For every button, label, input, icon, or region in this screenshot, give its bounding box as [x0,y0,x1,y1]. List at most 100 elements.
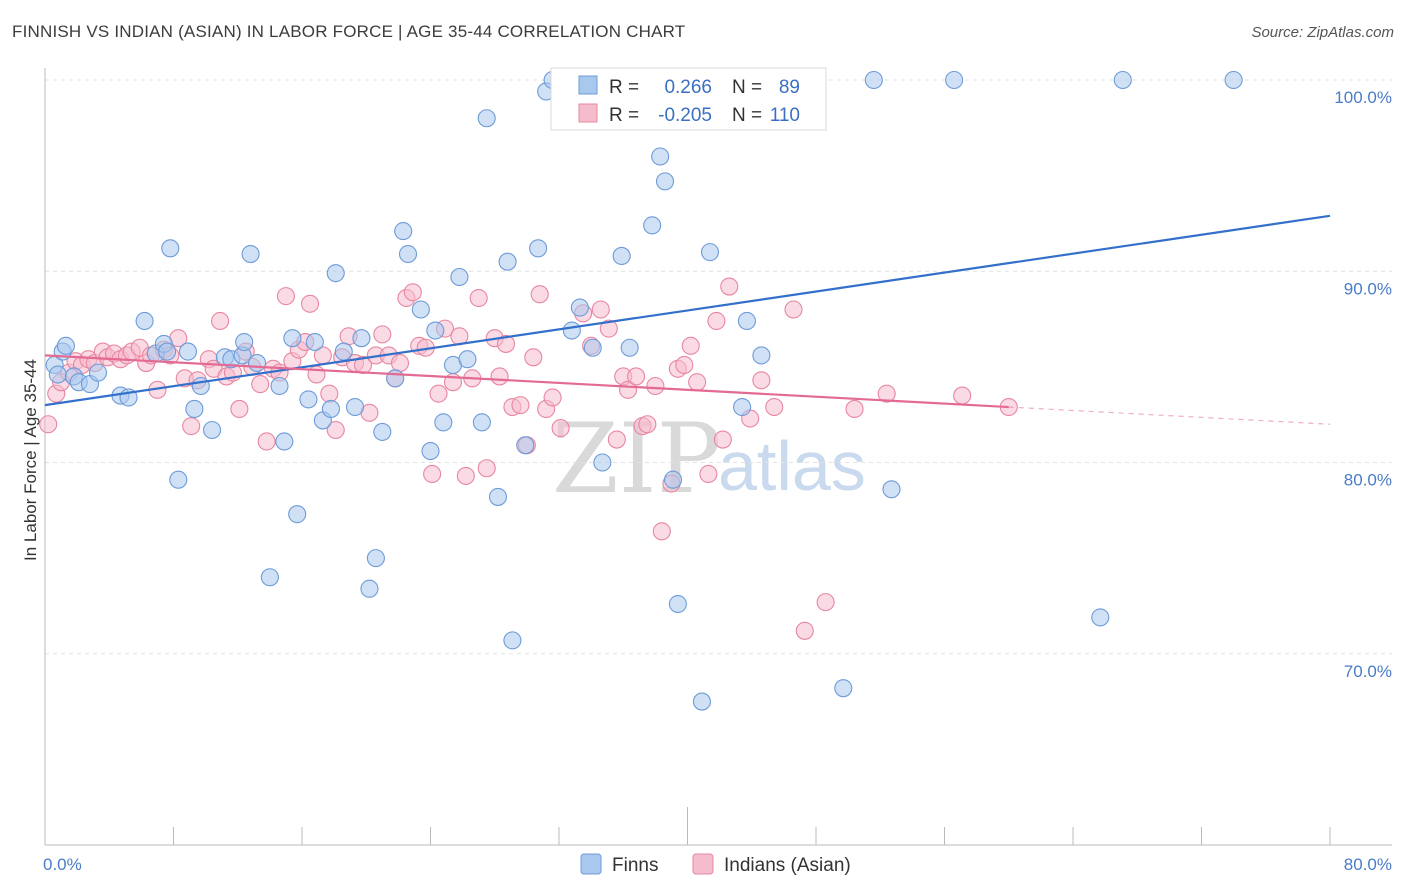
legend-n-value-finns: 89 [779,77,800,98]
scatter-point [270,376,289,396]
scatter-point [699,464,718,484]
bottom-legend-swatch-indians [692,853,714,875]
scatter-point [877,384,896,403]
scatter-point [543,388,562,407]
scatter-point [158,342,177,361]
scatter-point [373,422,392,441]
scatter-point [352,329,371,348]
scatter-point [488,487,508,506]
scatter-point [39,415,58,434]
scatter-point [276,287,295,306]
scatter-point [1113,70,1132,90]
scatter-point [524,348,543,367]
scatter-point [48,365,67,384]
scatter-point [620,338,639,357]
scatter-point [161,239,180,258]
scatter-point [191,376,210,396]
scatter-point [562,321,581,340]
legend-r-value-finns: 0.266 [664,77,712,98]
legend-box: R = 0.266 N = 89 R = -0.205 N = 110 [550,67,827,131]
trend-layer [44,214,1331,425]
scatter-point [182,417,201,436]
scatter-point [945,70,964,90]
scatter-point [169,470,188,489]
scatter-point [675,355,694,375]
scatter-point [845,399,864,419]
scatter-point [394,222,413,241]
scatter-point [530,285,549,304]
scatter-point [345,397,365,417]
scatter-point [373,325,392,344]
scatter-point [816,593,835,612]
scatter-point [211,311,230,331]
scatter-point [496,334,516,353]
series-layer [39,70,1243,711]
bottom-legend-label-indians: Indians (Asian) [724,855,851,876]
scatter-point [403,283,422,302]
scatter-point [591,300,610,319]
scatter-point [469,288,488,308]
scatter-point [360,579,379,598]
scatter-point [655,172,675,191]
scatter-point [700,243,720,262]
scatter-point [752,346,771,365]
scatter-point [570,298,589,317]
scatter-point [305,332,324,352]
legend-r-label-indians: R = [609,105,639,126]
scatter-point [257,432,276,451]
scatter-point [511,396,530,415]
scatter-point [275,432,294,451]
scatter-point [646,376,665,396]
y-tick-label: 70.0% [1344,662,1392,681]
scatter-point [477,459,496,478]
chart-title: FINNISH VS INDIAN (ASIAN) IN LABOR FORCE… [12,22,686,41]
scatter-point [326,420,345,440]
scatter-point [178,342,198,361]
scatter-point [1224,70,1243,90]
x-tick-label: 0.0% [43,855,82,874]
scatter-point [1091,608,1110,627]
scatter-point [503,631,522,650]
scatter-point [765,397,784,417]
scatter-point [593,453,612,472]
bottom-legend-label-finns: Finns [612,855,658,876]
legend-swatch-indians [578,103,598,123]
series-1 [39,277,1018,640]
scatter-point [472,413,491,432]
scatter-point [135,311,154,331]
scatter-point [834,679,853,698]
scatter-point [56,336,75,355]
scatter-point [288,505,307,524]
gridlines: 70.0% 80.0% 90.0% 100.0% [45,79,1392,681]
scatter-point [300,294,320,313]
scatter-point [688,373,707,392]
legend-n-label-finns: N = [732,77,762,98]
scatter-point [456,466,475,485]
scatter-point [784,300,803,319]
scatter-point [299,390,318,409]
scatter-point [643,216,662,235]
scatter-point [692,692,712,711]
scatter-point [607,430,626,449]
scatter-point [638,415,657,434]
scatter-point [733,397,752,417]
scatter-point [713,430,732,449]
scatter-point [283,329,302,348]
legend-swatch-finns [578,75,598,95]
scatter-point [707,311,726,331]
watermark-atlas: atlas [718,427,866,505]
scatter-point [612,246,631,265]
scatter-point [230,399,249,419]
scatter-point [241,244,260,264]
scatter-point [423,464,442,484]
scatter-point [450,267,469,287]
series-0 [45,70,1243,711]
scatter-point [429,384,448,403]
scatter-point [334,342,353,361]
scatter-point [498,252,517,271]
scatter-point [652,522,671,541]
scatter-point [386,369,405,388]
scatter-point [411,300,430,319]
scatter-point [627,367,646,386]
